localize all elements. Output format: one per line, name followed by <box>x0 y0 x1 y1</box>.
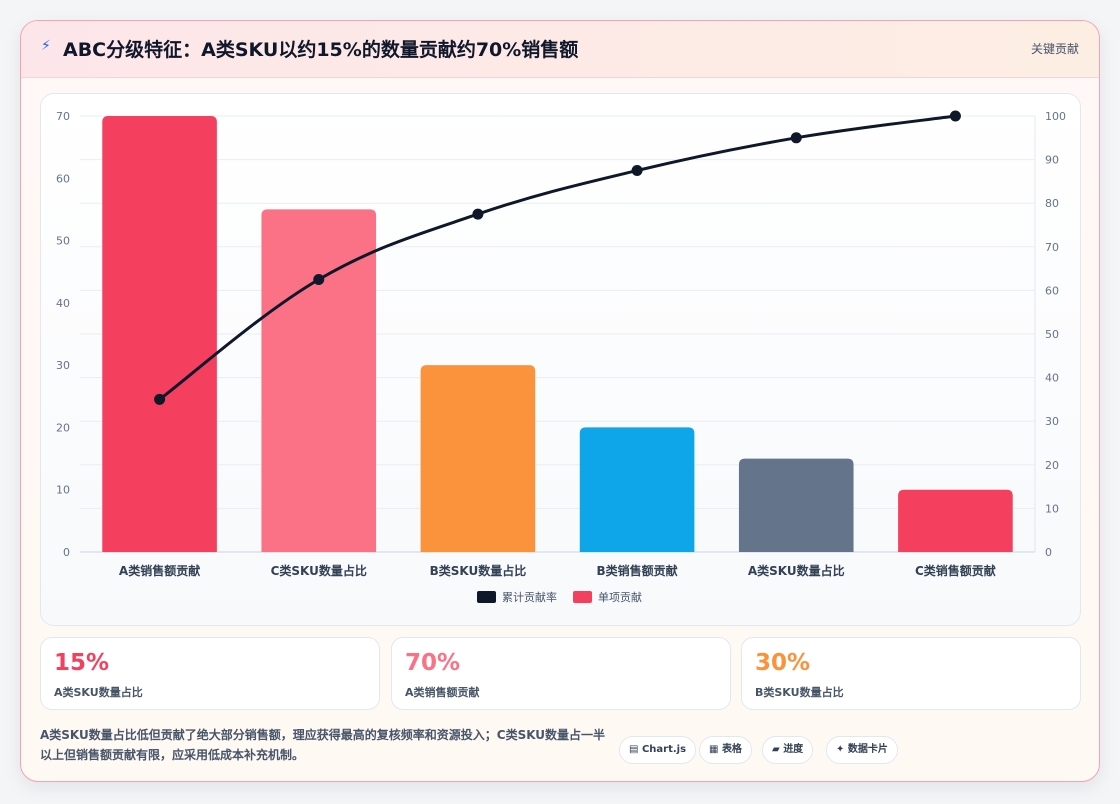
legend-label: 单项贡献 <box>598 590 642 604</box>
bar <box>420 365 536 552</box>
y-left-tick-label: 50 <box>56 235 70 248</box>
y-right-tick-label: 20 <box>1045 459 1059 472</box>
y-right-tick-label: 100 <box>1045 110 1066 123</box>
pill-chartjs[interactable]: ▤ Chart.js <box>619 736 697 764</box>
y-left-tick-label: 70 <box>56 110 70 123</box>
sparkle-icon: ✦ <box>836 744 845 755</box>
kpi-card-3: 30% B类SKU数量占比 <box>741 637 1081 710</box>
y-right-tick-label: 80 <box>1045 197 1059 210</box>
y-right-tick-label: 70 <box>1045 241 1059 254</box>
pill-label: 进度 <box>783 744 804 755</box>
legend-swatch <box>573 591 592 603</box>
y-left-tick-label: 20 <box>56 421 70 434</box>
progress-icon: ▰ <box>772 744 780 755</box>
line-point <box>949 110 961 122</box>
y-left-tick-label: 60 <box>56 172 70 185</box>
cumulative-line <box>158 114 956 401</box>
y-right-tick-label: 60 <box>1045 284 1059 297</box>
bolt-icon: ⚡ <box>41 38 51 54</box>
pill-progress[interactable]: ▰ 进度 <box>762 736 814 764</box>
kpi-card-2: 70% A类销售额贡献 <box>391 637 731 710</box>
kpi-value: 30% <box>755 650 811 676</box>
pill-label: 数据卡片 <box>847 744 888 755</box>
pill-table[interactable]: ▦ 表格 <box>699 736 752 764</box>
bar <box>738 458 854 552</box>
pill-label: Chart.js <box>641 744 687 755</box>
chart-icon: ▤ <box>629 744 639 755</box>
pill-label: 表格 <box>721 744 742 755</box>
x-tick-label: A类SKU数量占比 <box>748 563 845 578</box>
y-left-tick-label: 40 <box>56 297 70 310</box>
x-tick-label: C类SKU数量占比 <box>271 563 367 578</box>
y-left-tick-label: 0 <box>63 546 70 559</box>
legend-label: 累计贡献率 <box>502 590 557 604</box>
x-tick-label: B类销售额贡献 <box>597 563 678 578</box>
y-left-tick-label: 30 <box>56 359 70 372</box>
line-point <box>631 165 643 176</box>
line-point <box>790 132 802 144</box>
kpi-label: B类SKU数量占比 <box>755 686 844 699</box>
bar <box>579 427 695 552</box>
line-point <box>472 208 484 220</box>
y-right-tick-label: 40 <box>1045 372 1059 385</box>
bar <box>102 116 217 552</box>
table-icon: ▦ <box>709 744 719 755</box>
pill-datacard[interactable]: ✦ 数据卡片 <box>826 736 898 764</box>
y-right-tick-label: 10 <box>1045 502 1059 515</box>
kpi-card-1: 15% A类SKU数量占比 <box>40 637 380 710</box>
x-tick-label: B类SKU数量占比 <box>430 563 527 578</box>
x-tick-label: A类销售额贡献 <box>119 563 200 578</box>
summary-note: A类SKU数量占比低但贡献了绝大部分销售额，理应获得最高的复核频率和资源投入；C… <box>40 728 606 762</box>
legend-swatch <box>477 591 496 603</box>
y-right-tick-label: 0 <box>1045 546 1052 559</box>
pareto-chart: 0 10 20 30 40 50 60 70 0 10 20 30 40 50 60 70 80 90 100 A类销… <box>56 110 1066 604</box>
bar <box>898 489 1013 552</box>
report-card: ⚡ ABC分级特征：A类SKU以约15%的数量贡献约70%销售额 关键贡献 0 1… <box>20 20 1100 782</box>
chart-panel: 0 10 20 30 40 50 60 70 0 10 20 30 40 50 60 70 80 90 100 A类销… <box>40 93 1081 626</box>
kpi-label: A类SKU数量占比 <box>54 686 143 699</box>
header-tag: 关键贡献 <box>1030 42 1079 56</box>
y-right-tick-label: 50 <box>1045 328 1059 341</box>
y-right-tick-label: 90 <box>1045 154 1059 167</box>
y-right-tick-label: 30 <box>1045 415 1059 428</box>
line-point <box>313 274 325 285</box>
x-tick-label: C类销售额贡献 <box>915 563 996 578</box>
kpi-value: 15% <box>54 650 110 676</box>
card-title: ABC分级特征：A类SKU以约15%的数量贡献约70%销售额 <box>63 39 579 61</box>
kpi-value: 70% <box>405 650 461 676</box>
bar <box>261 209 377 552</box>
y-left-tick-label: 10 <box>56 484 70 497</box>
card-header: ⚡ ABC分级特征：A类SKU以约15%的数量贡献约70%销售额 关键贡献 <box>21 21 1099 78</box>
line-point <box>154 393 166 405</box>
kpi-label: A类销售额贡献 <box>405 686 480 699</box>
